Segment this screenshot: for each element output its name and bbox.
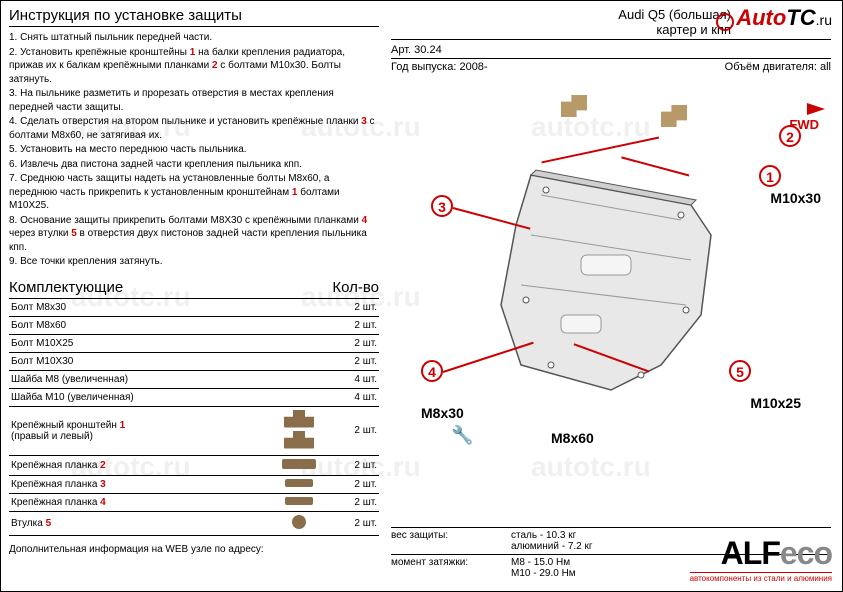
- wrench-icon: 🔧: [451, 425, 473, 446]
- instructions-list: 1. Снять штатный пыльник передней части.…: [9, 31, 379, 269]
- watermark: autotc.ru: [531, 451, 651, 483]
- exploded-diagram: FWD 1 2 3 4 5: [391, 75, 831, 455]
- skid-plate-icon: [491, 165, 731, 395]
- brand-logo: ALFecо автокомпоненты из стали и алюмини…: [690, 535, 832, 583]
- parts-header: Комплектующие Кол-во: [9, 279, 379, 299]
- bolt-label: M10x25: [750, 395, 801, 411]
- parts-table: Болт М8х302 шт.Болт М8х602 шт.Болт М10Х2…: [9, 299, 379, 536]
- site-logo: AutoTC.ru: [716, 5, 832, 31]
- product-meta-1: Арт. 30.24: [391, 42, 831, 59]
- bracket-icon: [661, 105, 687, 127]
- callout-3: 3: [431, 195, 453, 217]
- instructions-title: Инструкция по установке защиты: [9, 7, 379, 27]
- callout-4: 4: [421, 360, 443, 382]
- callout-5: 5: [729, 360, 751, 382]
- callout-2: 2: [779, 125, 801, 147]
- bracket-icon: [561, 95, 587, 117]
- bolt-label: M10x30: [770, 190, 821, 206]
- product-meta-2: Год выпуска: 2008- Объём двигателя: all: [391, 59, 831, 75]
- callout-1: 1: [759, 165, 781, 187]
- bolt-label: M8x30: [421, 405, 464, 421]
- web-note: Дополнительная информация на WEB узле по…: [9, 544, 379, 555]
- leader-line: [541, 137, 659, 163]
- bolt-label: M8x60: [551, 430, 594, 446]
- fwd-arrow-icon: [807, 103, 825, 115]
